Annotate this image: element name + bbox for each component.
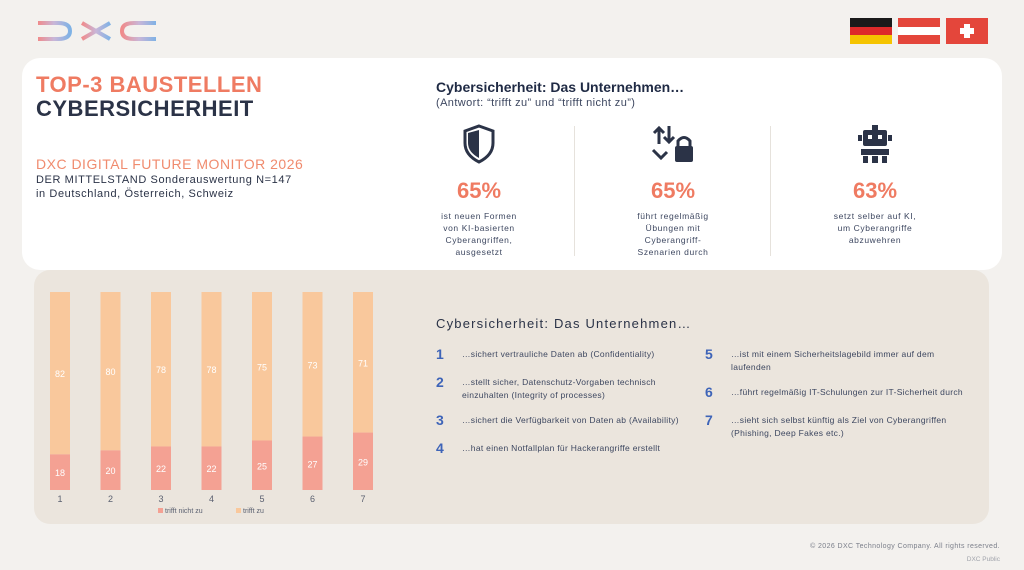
country-flags — [850, 18, 988, 44]
stat-percent: 65% — [650, 178, 696, 203]
list-item: 7 …sieht sich selbst künftig als Ziel vo… — [705, 412, 947, 438]
x-tick-label: 2 — [108, 494, 113, 504]
austria-flag — [898, 18, 940, 44]
bar-trifft-zu — [151, 292, 171, 447]
stat-description: ist neuen Formen von KI-basierten Cyberang… — [441, 211, 517, 257]
x-tick-label: 4 — [209, 494, 214, 504]
list-item: 3 …sichert die Verfügbarkeit von Daten a… — [436, 412, 679, 428]
data-label: 80 — [105, 367, 115, 377]
data-label: 22 — [156, 464, 166, 474]
title-line-1: TOP-3 BAUSTELLEN — [36, 72, 263, 97]
data-label: 78 — [156, 365, 166, 375]
dxc-logo — [38, 21, 156, 41]
bar-trifft-nicht-zu — [151, 446, 171, 490]
stat-1: 65% ist neuen Formen von KI-basierten Cybe… — [404, 122, 554, 258]
bar-trifft-zu — [50, 292, 70, 455]
x-tick-label: 3 — [158, 494, 163, 504]
x-tick-label: 1 — [57, 494, 62, 504]
bar-trifft-nicht-zu — [201, 446, 222, 490]
legend-label: trifft zu — [243, 508, 264, 515]
data-label: 18 — [55, 468, 65, 478]
shield-icon — [404, 122, 554, 166]
data-label: 71 — [358, 358, 368, 368]
subtitle-line-2: in Deutschland, Österreich, Schweiz — [36, 188, 234, 200]
stat-description: setzt selber auf KI, um Cyberangriffe abzu… — [833, 211, 917, 245]
bar-trifft-nicht-zu — [50, 454, 70, 490]
bar-trifft-zu — [302, 292, 323, 437]
stat-percent: 65% — [456, 178, 502, 203]
summary-card — [22, 58, 1002, 270]
bar-trifft-nicht-zu — [100, 450, 121, 490]
title-line-2: CYBERSICHERHEIT — [36, 96, 254, 121]
stat-percent: 63% — [852, 178, 898, 203]
list-title: Cybersicherheit: Das Unternehmen… — [436, 316, 692, 331]
bar-trifft-nicht-zu — [353, 432, 373, 490]
detail-card — [34, 270, 989, 524]
divider — [574, 126, 575, 256]
bar-trifft-nicht-zu — [302, 436, 323, 490]
bar-trifft-zu — [201, 292, 222, 447]
data-label: 22 — [206, 464, 216, 474]
legend-swatch — [158, 508, 163, 513]
x-tick-label: 7 — [360, 494, 365, 504]
stat-3: 63% setzt selber auf KI, um Cyberangriffe… — [800, 122, 950, 246]
x-tick-label: 6 — [310, 494, 315, 504]
data-label: 73 — [307, 360, 317, 370]
monitor-label: DXC DIGITAL FUTURE MONITOR 2026 — [36, 156, 304, 172]
data-label: 82 — [55, 369, 65, 379]
bar-trifft-zu — [353, 292, 373, 433]
stat-description: führt regelmäßig Übungen mit Cyberangriff-… — [637, 211, 709, 257]
swap-lock-icon — [598, 122, 748, 166]
list-item: 2 …stellt sicher, Datenschutz-Vorgaben t… — [436, 374, 656, 400]
bar-trifft-zu — [252, 292, 272, 441]
stat-2: 65% führt regelmäßig Übungen mit Cyberangr… — [598, 122, 748, 258]
list-item: 5 …ist mit einem Sicherheitslagebild imm… — [705, 346, 935, 372]
divider — [770, 126, 771, 256]
classification-label: DXC Public — [966, 556, 1000, 563]
data-label: 75 — [257, 362, 267, 372]
list-item: 6 …führt regelmäßig IT-Schulungen zur IT… — [705, 384, 963, 400]
list-item: 4 …hat einen Notfallplan für Hackerangri… — [436, 440, 661, 456]
data-label: 20 — [105, 466, 115, 476]
bar-trifft-zu — [100, 292, 121, 451]
data-label: 27 — [307, 459, 317, 469]
data-label: 78 — [206, 365, 216, 375]
list-item: 1 …sichert vertrauliche Daten ab (Confid… — [436, 346, 655, 362]
robot-icon — [800, 122, 950, 166]
copyright: © 2026 DXC Technology Company. All right… — [810, 543, 1000, 550]
data-label: 25 — [257, 461, 267, 471]
switzerland-flag — [946, 18, 988, 44]
legend-swatch — [236, 508, 241, 513]
question-title: Cybersicherheit: Das Unternehmen… — [436, 79, 685, 95]
answer-note: (Antwort: “trifft zu” und “trifft nicht … — [436, 97, 636, 109]
subtitle-line-1: DER MITTELSTAND Sonderauswertung N=147 — [36, 174, 292, 186]
legend-label: trifft nicht zu — [165, 508, 203, 515]
data-label: 29 — [358, 457, 368, 467]
x-tick-label: 5 — [259, 494, 264, 504]
stacked-bar-chart: 82 18 1 80 20 2 78 22 3 78 22 4 75 25 5 73 27 6 71 29 7 triff… — [50, 292, 373, 515]
bar-trifft-nicht-zu — [252, 440, 272, 490]
germany-flag — [850, 18, 892, 44]
